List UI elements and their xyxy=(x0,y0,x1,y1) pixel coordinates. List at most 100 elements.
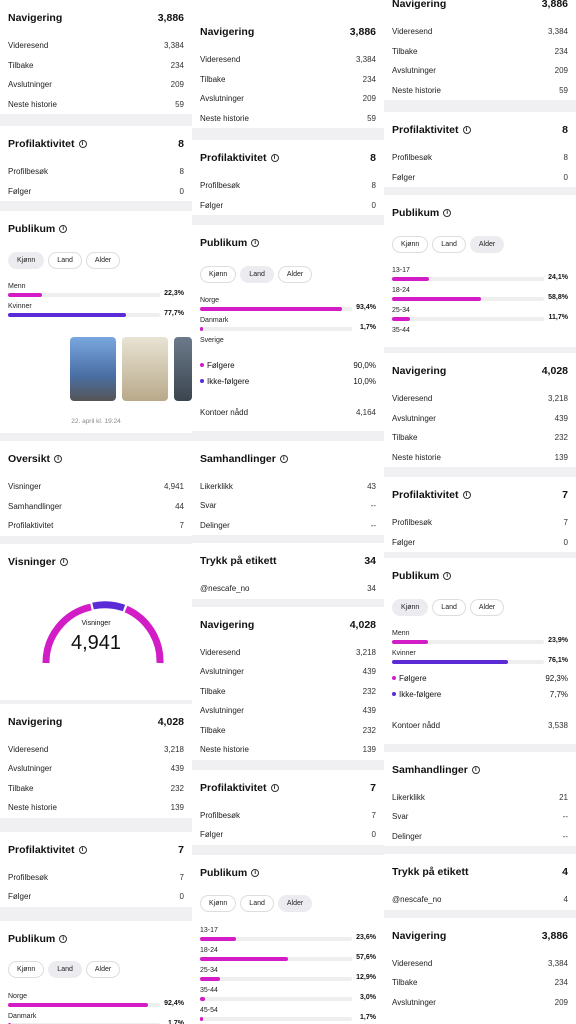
info-icon[interactable]: i xyxy=(462,126,471,134)
tab-alder[interactable]: Alder xyxy=(85,251,121,269)
tab-land[interactable]: Land xyxy=(240,265,274,283)
info-icon[interactable]: i xyxy=(443,209,452,217)
metric-value: 139 xyxy=(554,452,568,462)
metric-label: Tilbake xyxy=(8,783,34,793)
section-title-wrap: Profilaktivitet i xyxy=(392,489,471,501)
tab-alder[interactable]: Alder xyxy=(277,265,313,283)
section-total: 3,886 xyxy=(541,929,568,942)
audience-bar: 18-24 58,8% xyxy=(392,287,568,307)
section-total: 7 xyxy=(370,781,376,794)
section-title: Profilaktivitet xyxy=(200,152,267,164)
info-icon[interactable]: i xyxy=(59,934,68,943)
tab-alder[interactable]: Alder xyxy=(85,961,121,978)
section-title-wrap: Publikum i xyxy=(200,237,260,249)
tab-alder[interactable]: Alder xyxy=(469,235,505,253)
info-icon[interactable]: i xyxy=(279,454,288,463)
tab-alder[interactable]: Alder xyxy=(469,598,505,616)
info-icon[interactable]: i xyxy=(270,154,279,162)
section-title: Publikum xyxy=(8,932,56,945)
tab-land[interactable]: Land xyxy=(48,251,82,269)
bar-track xyxy=(200,976,352,981)
metric-label: Avslutninger xyxy=(392,66,436,76)
metric-row: Tilbake 232 xyxy=(392,428,568,448)
bar-label: 25-34 xyxy=(392,307,410,314)
tab-kjonn[interactable]: Kjønn xyxy=(392,598,429,616)
info-icon[interactable]: i xyxy=(462,491,471,499)
bar-track xyxy=(8,293,160,297)
info-icon[interactable]: i xyxy=(78,845,87,854)
story-thumbnail[interactable] xyxy=(121,337,168,401)
info-icon[interactable]: i xyxy=(59,225,68,233)
metric-label: Følger xyxy=(392,537,416,547)
metric-value: 43 xyxy=(367,481,376,491)
section-title: Profilaktivitet xyxy=(8,138,75,150)
tab-land[interactable]: Land xyxy=(240,895,274,912)
section-total: 34 xyxy=(364,555,376,567)
section-title-wrap: Navigering xyxy=(392,365,446,377)
metric-label: Svar xyxy=(200,501,217,511)
metric-label: Avslutninger xyxy=(8,764,52,774)
metric-section: Profilaktivitet i 8 Profilbesøk 8 Følger 0 xyxy=(0,126,192,201)
section-title-wrap: Profilaktivitet i xyxy=(8,844,87,856)
tab-land[interactable]: Land xyxy=(432,598,466,616)
metric-label: Videresend xyxy=(392,394,433,404)
section-divider xyxy=(384,347,576,353)
tab-kjonn[interactable]: Kjønn xyxy=(392,235,429,253)
info-icon[interactable]: i xyxy=(59,557,68,566)
info-icon[interactable]: i xyxy=(471,765,480,774)
metric-label: Svar xyxy=(392,812,409,822)
audience-bar: Danmark 1,7% xyxy=(200,317,376,337)
section-header: Trykk på etikett 4 xyxy=(392,854,568,890)
tab-kjonn[interactable]: Kjønn xyxy=(200,895,237,912)
section-title-wrap: Profilaktivitet i xyxy=(200,782,279,794)
tab-kjonn[interactable]: Kjønn xyxy=(200,265,237,283)
metric-value: 209 xyxy=(170,80,184,90)
metric-value: 234 xyxy=(170,60,184,70)
metric-row: Delinger -- xyxy=(200,516,376,536)
section-title: Samhandlinger xyxy=(392,763,468,776)
bar-percent: 23,6% xyxy=(356,933,376,941)
section-title-wrap: Publikum i xyxy=(392,570,452,582)
metric-row: Avslutninger 439 xyxy=(392,409,568,429)
metric-row: Videresend 3,384 xyxy=(392,954,568,974)
metric-section: Samhandlinger i Likerklikk 21 Svar -- Delinger… xyxy=(384,752,576,847)
tab-land[interactable]: Land xyxy=(48,961,82,978)
views-section: Visninger i Visninger 4,941 xyxy=(0,544,192,700)
metric-label: Neste historie xyxy=(8,803,57,813)
tab-kjonn[interactable]: Kjønn xyxy=(8,961,45,978)
info-icon[interactable]: i xyxy=(270,783,279,792)
story-thumbnail[interactable] xyxy=(70,337,116,401)
metric-value: 3,384 xyxy=(547,958,568,968)
metric-value: 232 xyxy=(170,783,184,793)
audience-tabs: Kjønn Land Alder xyxy=(200,261,376,287)
section-total: 3,886 xyxy=(541,0,568,10)
tab-kjonn[interactable]: Kjønn xyxy=(8,251,45,269)
section-header: Profilaktivitet i 7 xyxy=(392,477,568,513)
audience-bar: Sverige xyxy=(200,337,376,357)
info-icon[interactable]: i xyxy=(78,140,87,148)
tab-alder[interactable]: Alder xyxy=(277,895,313,912)
bar-label: 13-17 xyxy=(200,926,218,934)
metric-label: Neste historie xyxy=(8,99,57,109)
info-icon[interactable]: i xyxy=(251,239,260,247)
info-icon[interactable]: i xyxy=(251,868,260,877)
bar-track xyxy=(200,327,352,331)
section-title-wrap: Navigering xyxy=(392,0,446,10)
section-divider xyxy=(0,699,192,704)
bar-track xyxy=(8,1022,160,1024)
bar-track xyxy=(200,996,352,1001)
info-icon[interactable]: i xyxy=(54,455,63,463)
tab-land[interactable]: Land xyxy=(432,235,466,253)
section-header: Publikum i xyxy=(200,855,376,891)
metric-label: Avslutninger xyxy=(8,80,52,90)
metric-value: 59 xyxy=(175,99,184,109)
metric-section: Trykk på etikett 4 @nescafe_no 4 xyxy=(384,854,576,910)
section-divider xyxy=(384,909,576,918)
story-thumbnail[interactable] xyxy=(173,337,192,401)
bar-percent: 22,3% xyxy=(164,290,184,297)
legend-dot-icon xyxy=(392,692,396,697)
bar-label: Kvinner xyxy=(8,303,32,310)
info-icon[interactable]: i xyxy=(443,572,452,580)
follower-label: Følgere xyxy=(399,673,427,683)
